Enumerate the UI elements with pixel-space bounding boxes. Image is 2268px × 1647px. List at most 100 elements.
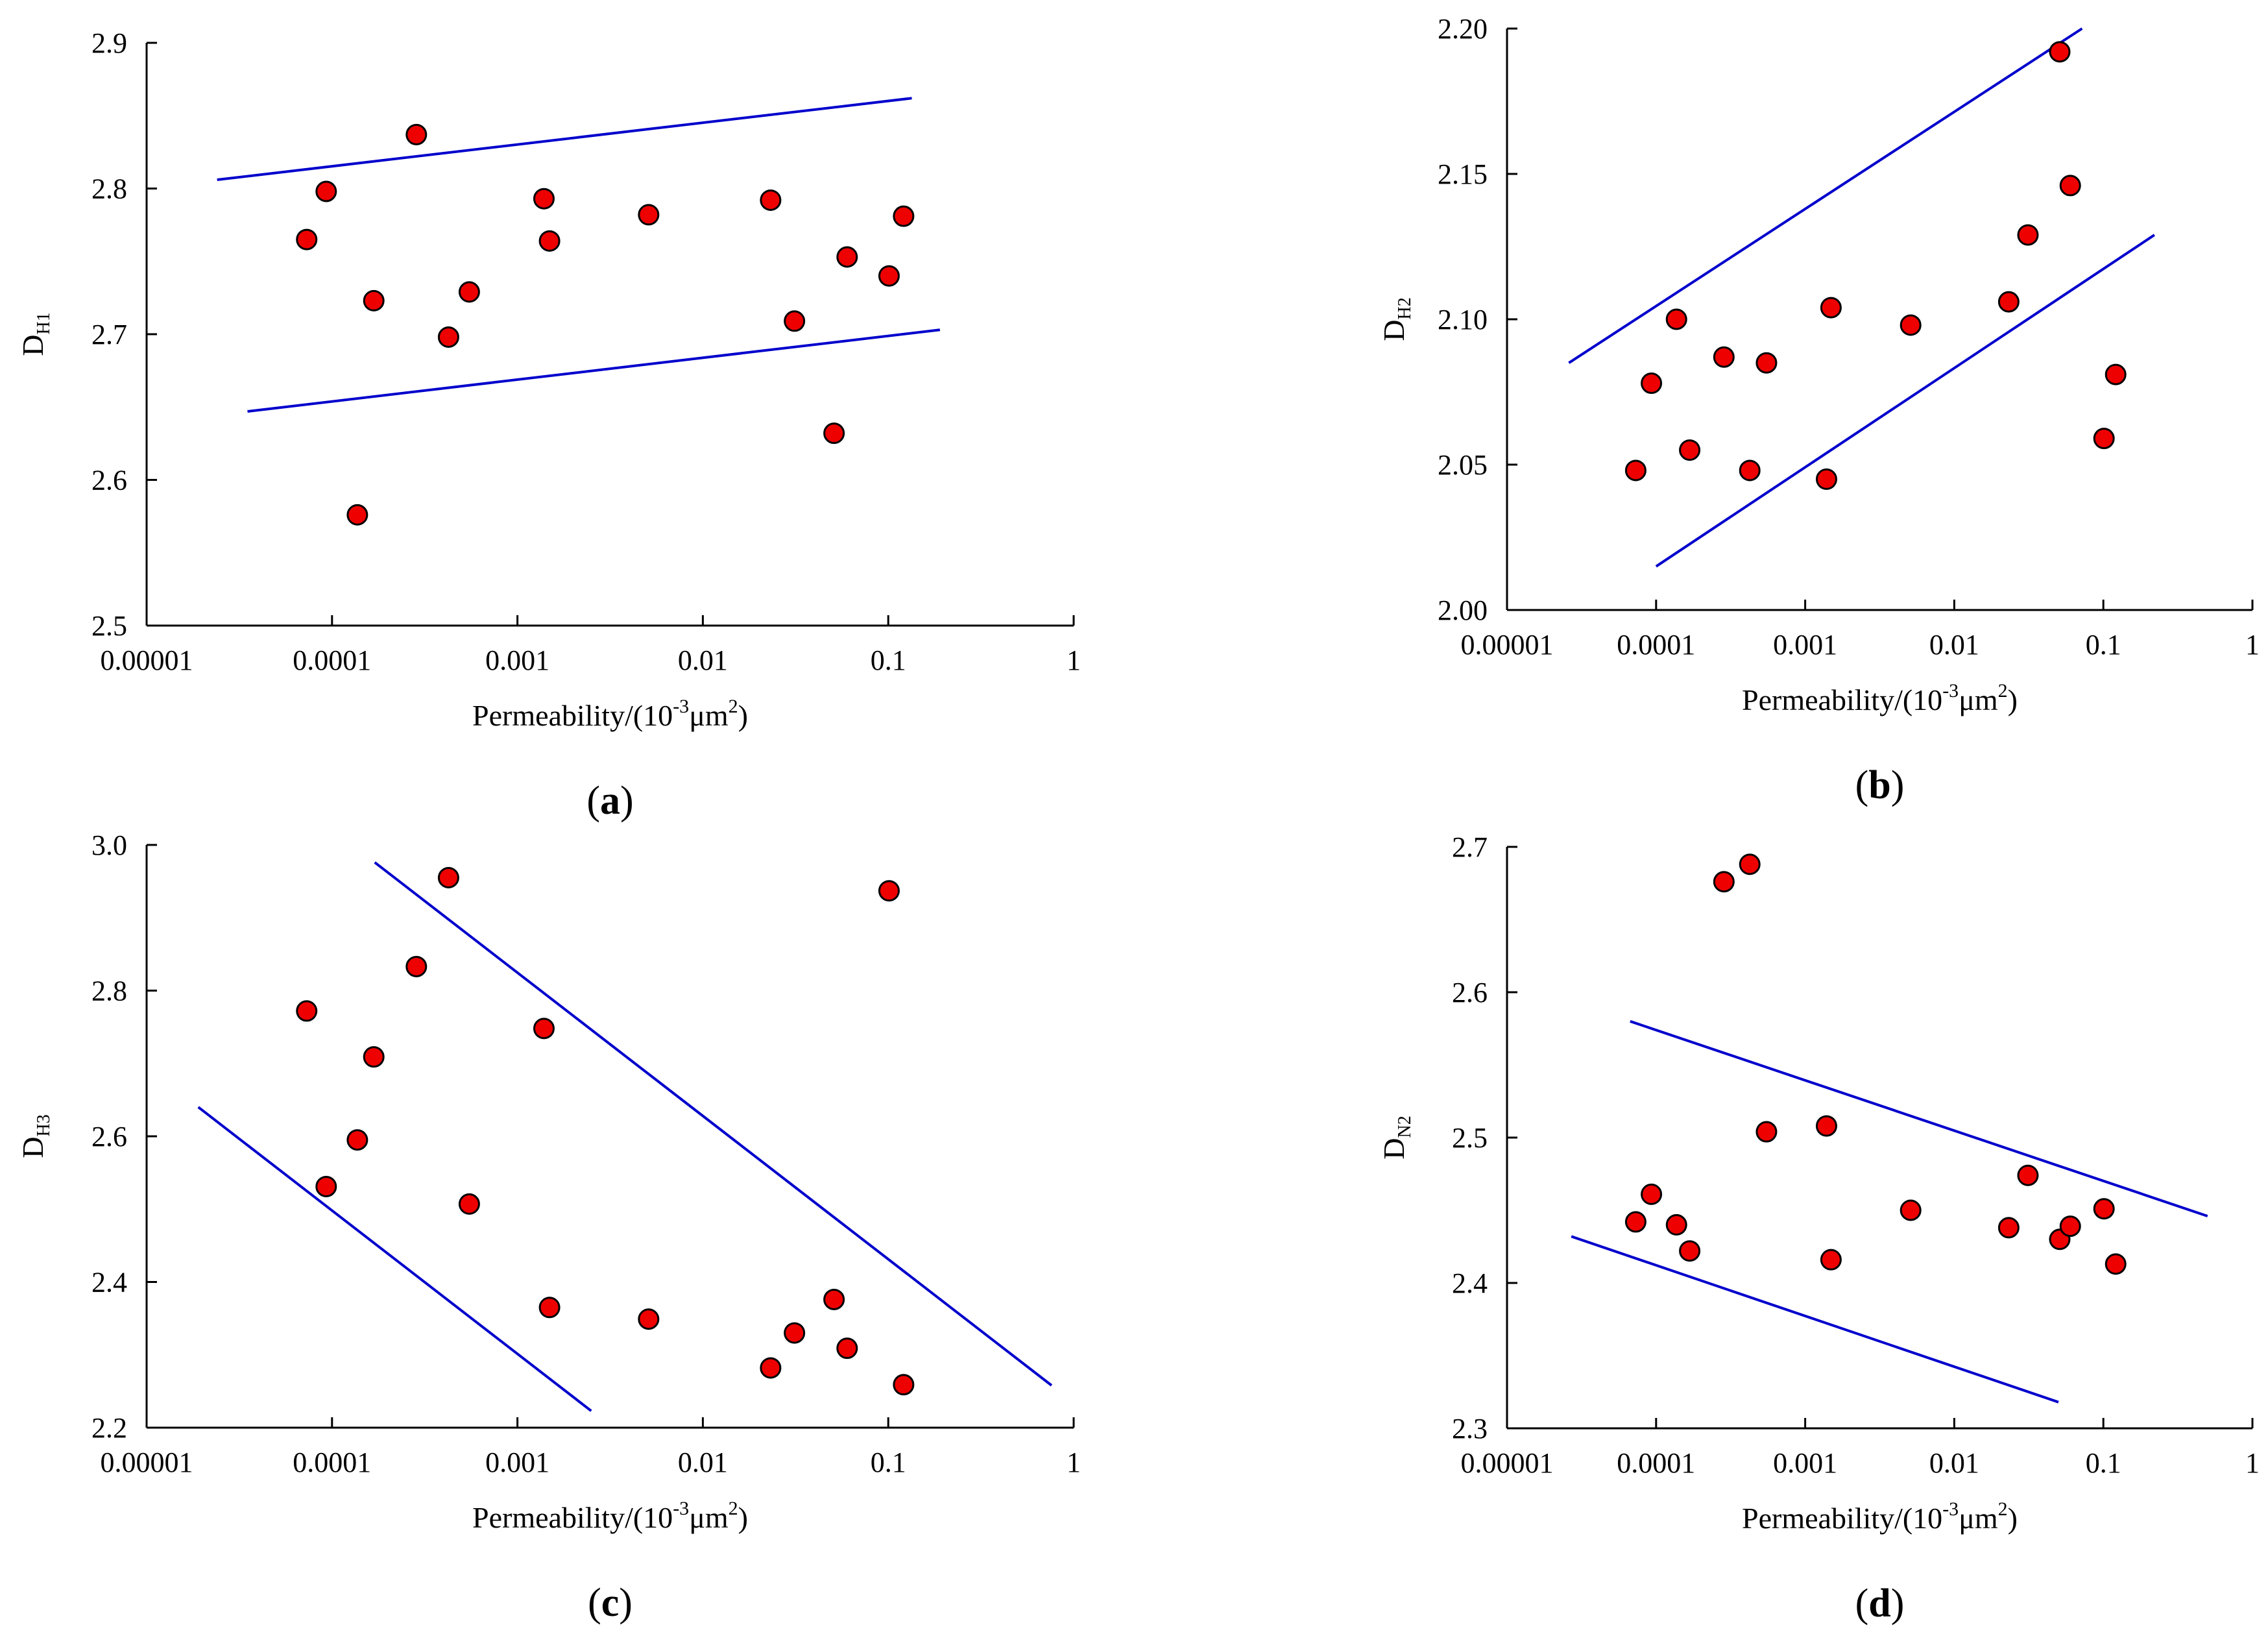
data-point	[405, 955, 428, 977]
data-point	[638, 1308, 660, 1330]
x-axis-label-exponent: -3	[1942, 680, 1959, 702]
x-tick-label: 0.00001	[1461, 629, 1554, 661]
data-point	[1739, 459, 1761, 482]
panel-label-close: )	[1891, 763, 1905, 807]
data-point	[458, 1193, 480, 1215]
y-axis-label-main: D	[1377, 320, 1410, 341]
panel-label-letter: b	[1868, 763, 1890, 807]
x-axis-label-text: Permeability/(10	[1742, 1502, 1942, 1535]
trend-line-2	[247, 328, 941, 413]
x-tick-label: 0.1	[871, 1446, 906, 1478]
x-tick-label: 0.1	[871, 644, 906, 676]
data-point	[2049, 41, 2071, 63]
x-axis-label: Permeability/(10-3μm2)	[472, 1498, 748, 1534]
x-tick-label: 1	[2245, 1447, 2260, 1479]
data-point	[1713, 346, 1735, 368]
data-point	[2059, 1215, 2081, 1238]
x-tick-label: 0.0001	[293, 1446, 371, 1478]
x-axis-label: Permeability/(10-3μm2)	[1742, 680, 2018, 716]
x-axis-label-close: )	[738, 1501, 748, 1534]
data-point	[363, 1046, 385, 1068]
y-tick-label: 3.0	[91, 829, 127, 861]
x-axis-label-unit-exponent: 2	[729, 1498, 738, 1519]
data-point	[2017, 1164, 2039, 1186]
data-point	[346, 1129, 368, 1151]
panel-c: 0.00001 0.0001 0.001 0.01 0.1 1 2.2 2.4 2.6 2.8 3.…	[16, 829, 1081, 1625]
trend-line-1	[1630, 1019, 2208, 1217]
panel-b: 0.00001 0.0001 0.001 0.01 0.1 1 2.00 2.05 2.10 2.…	[1377, 13, 2260, 807]
x-tick-label: 0.0001	[1617, 629, 1695, 661]
data-point	[1641, 1183, 1663, 1205]
y-tick-label: 2.5	[91, 610, 127, 642]
data-point	[893, 205, 915, 227]
x-axis-label-exponent: -3	[673, 1498, 689, 1519]
x-tick-label: 0.00001	[101, 1446, 193, 1478]
data-point	[2017, 224, 2039, 246]
panel-label-letter: a	[600, 779, 620, 823]
y-tick-label: 2.00	[1438, 594, 1488, 626]
data-point	[1820, 1249, 1842, 1271]
data-point	[538, 230, 561, 252]
trend-line-1	[197, 1106, 592, 1412]
data-point	[893, 1374, 915, 1396]
data-point	[1755, 352, 1778, 374]
data-point	[836, 246, 858, 268]
data-point	[760, 1357, 782, 1379]
data-point	[878, 265, 900, 287]
y-tick-label: 2.4	[91, 1267, 127, 1299]
data-point	[784, 310, 806, 332]
panel-label-close: )	[1891, 1581, 1905, 1626]
data-point	[1820, 297, 1842, 319]
x-axis-label-close: )	[2008, 1502, 2018, 1535]
y-axis-label-main: D	[16, 335, 49, 356]
data-point	[296, 1000, 318, 1022]
data-point	[363, 289, 385, 311]
y-tick-label: 2.6	[91, 1121, 127, 1153]
panel-label-open: (	[586, 779, 600, 823]
data-point	[346, 504, 368, 526]
trend-line-2	[1571, 1235, 2059, 1404]
x-tick-label: 0.0001	[1617, 1447, 1695, 1479]
y-axis-label-subscript: H3	[34, 1114, 54, 1136]
x-axis-label-unit: μm	[689, 699, 729, 732]
data-point	[1900, 1199, 1922, 1221]
data-point	[823, 1288, 845, 1310]
data-point	[1997, 1217, 2020, 1239]
y-tick-label: 2.9	[91, 27, 127, 59]
data-point	[437, 867, 459, 889]
x-tick-label: 1	[1067, 1446, 1081, 1478]
data-point	[760, 189, 782, 211]
x-tick-label: 0.01	[678, 1446, 728, 1478]
data-point	[2105, 1253, 2127, 1275]
x-axis-label-close: )	[2008, 683, 2018, 716]
x-tick-label: 0.001	[485, 644, 549, 676]
x-tick-label: 0.0001	[293, 644, 371, 676]
y-tick-label: 2.7	[1452, 831, 1488, 863]
data-point	[1665, 1214, 1687, 1236]
y-tick-label: 2.20	[1438, 13, 1488, 45]
x-tick-label: 0.00001	[101, 644, 193, 676]
trend-line-1	[217, 97, 912, 182]
data-point	[823, 422, 845, 445]
y-tick-label: 2.15	[1438, 158, 1488, 190]
y-tick-label: 2.10	[1438, 304, 1488, 336]
data-point	[533, 1018, 555, 1040]
x-tick-label: 0.1	[2086, 1447, 2121, 1479]
data-point	[315, 180, 337, 202]
x-axis-label-unit: μm	[1959, 1502, 1998, 1535]
panel-label: (d)	[1855, 1581, 1905, 1626]
x-axis-label-unit-exponent: 2	[729, 696, 738, 717]
x-tick-label: 0.01	[1929, 629, 1979, 661]
x-axis-label-unit-exponent: 2	[1998, 1498, 2008, 1520]
x-axis-label-exponent: -3	[673, 696, 689, 717]
panel-label: (b)	[1855, 763, 1905, 807]
x-tick-label: 0.01	[1929, 1447, 1979, 1479]
data-point	[1679, 1240, 1701, 1262]
panel-label-letter: d	[1868, 1581, 1890, 1626]
x-tick-label: 0.001	[1773, 629, 1837, 661]
x-axis-label-unit: μm	[689, 1501, 729, 1534]
data-point	[2093, 428, 2115, 450]
data-point	[1713, 871, 1735, 893]
data-point	[1679, 439, 1701, 461]
